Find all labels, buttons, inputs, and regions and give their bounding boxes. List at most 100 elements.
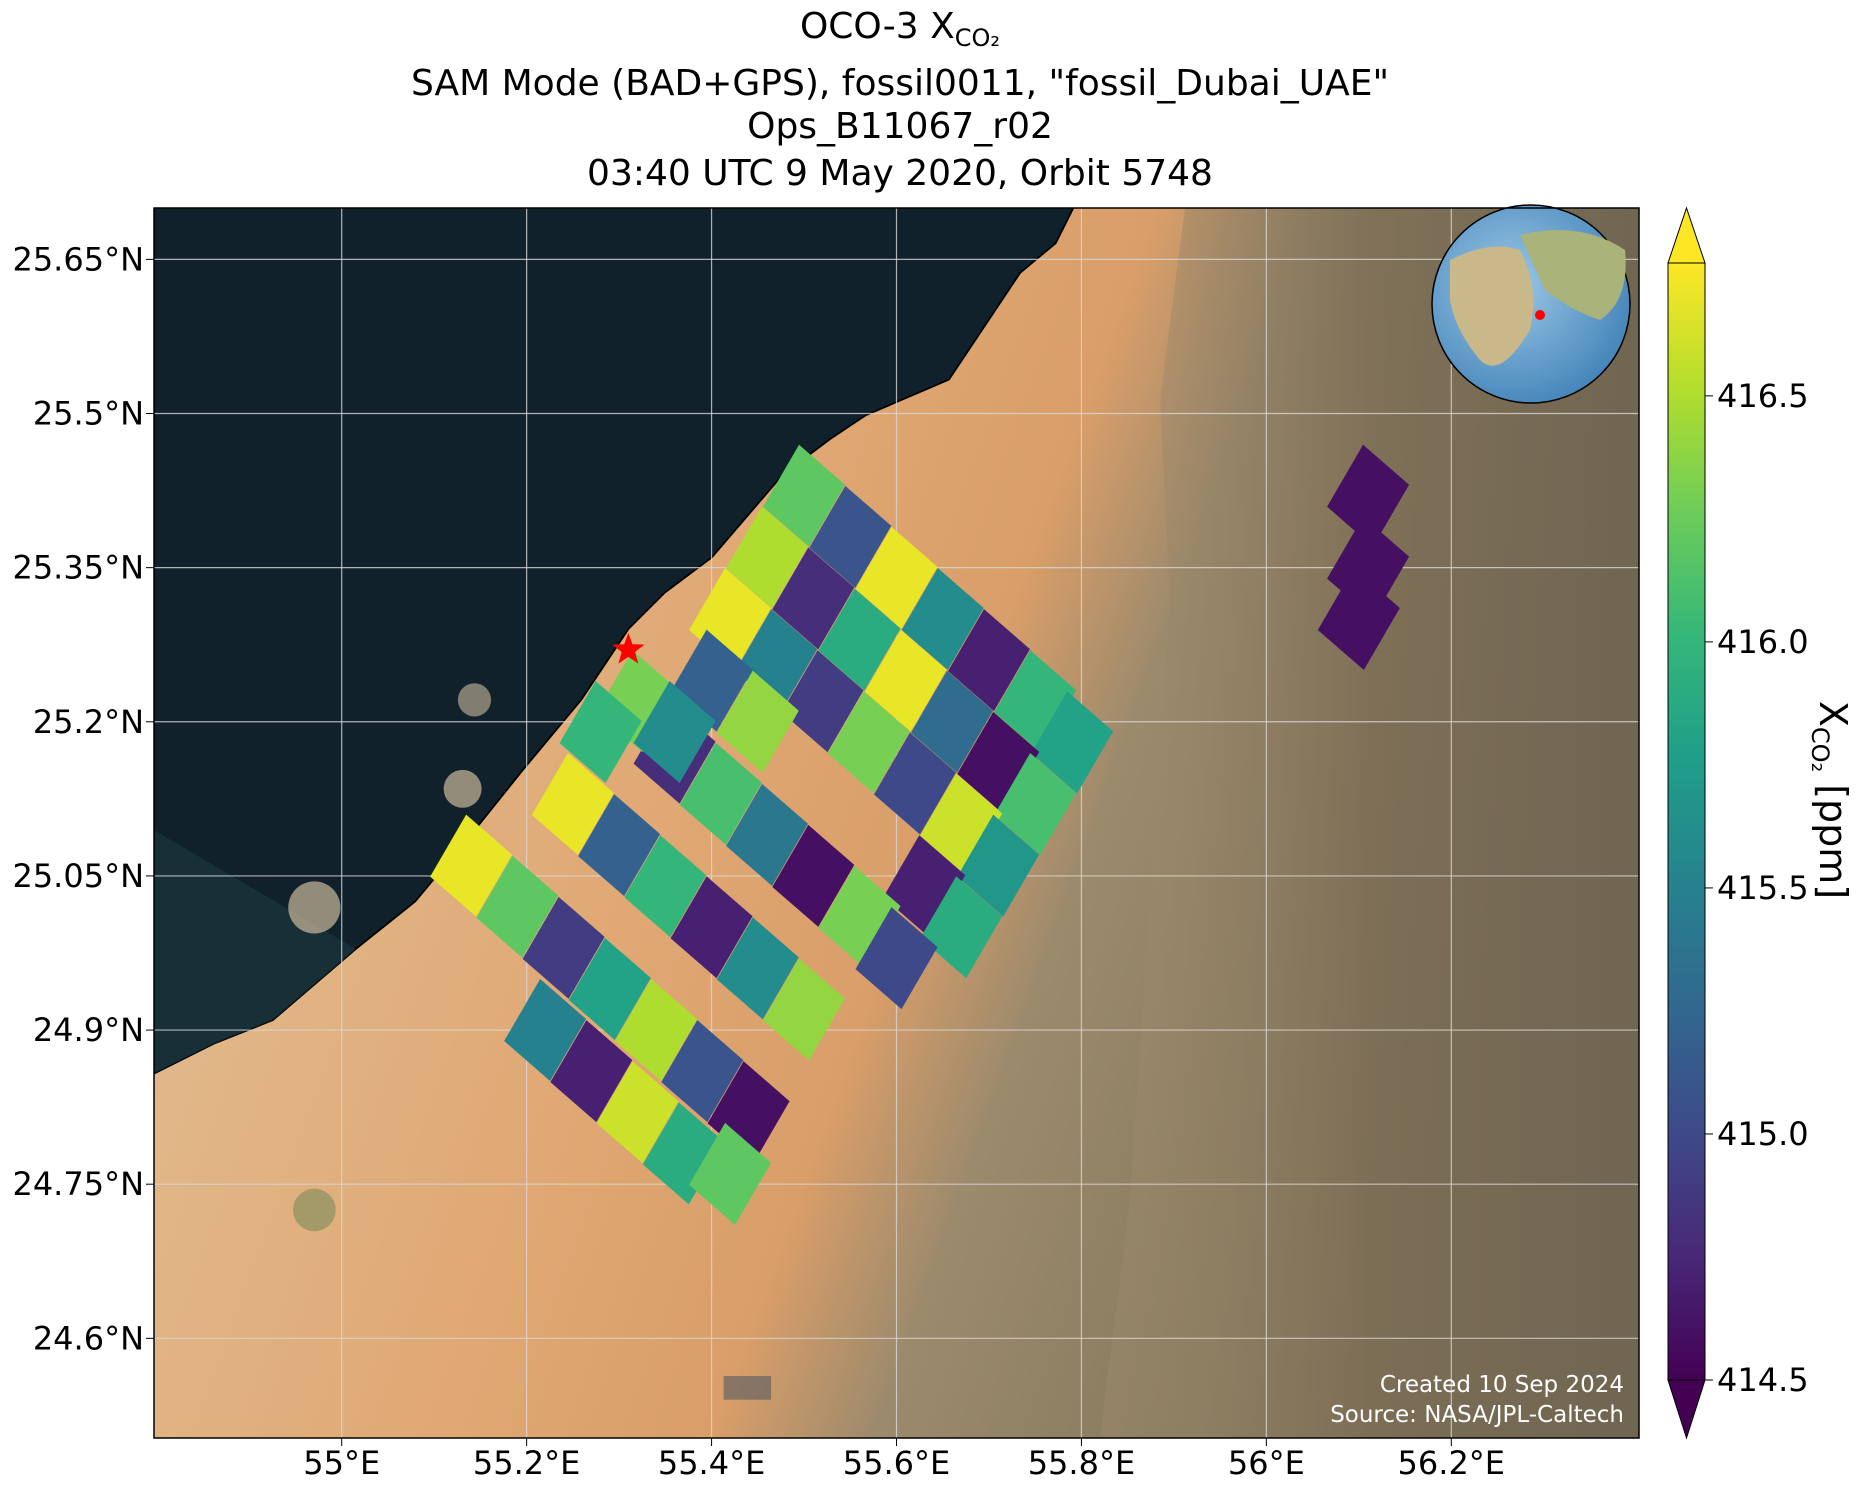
footprint (994, 752, 1077, 855)
x-tick-label: 55°E (303, 1444, 380, 1482)
y-tick-label: 25.35°N (12, 549, 144, 587)
solar-park (723, 1375, 772, 1400)
footprint (633, 681, 716, 784)
sea (154, 208, 1075, 1075)
title-line: SAM Mode (BAD+GPS), fossil0011, "fossil_… (411, 63, 1389, 104)
x-tick-label: 55.8°E (1028, 1444, 1135, 1482)
footprint (873, 732, 956, 835)
title-line: OCO-3 XCO₂ (800, 6, 1000, 52)
title-line: 03:40 UTC 9 May 2020, Orbit 5748 (587, 153, 1213, 194)
footprint (947, 609, 1030, 712)
footprint (568, 937, 651, 1040)
footprint (957, 711, 1040, 814)
footprint (883, 835, 966, 938)
footprint (726, 783, 809, 886)
footprint (578, 794, 661, 897)
palm-island (457, 683, 492, 717)
x-tick-label: 56°E (1228, 1444, 1305, 1482)
colorbar-tick-label: 415.5 (1717, 869, 1809, 907)
credit-source: Source: NASA/JPL-Caltech (1330, 1402, 1624, 1428)
footprint (818, 588, 901, 691)
footprint (726, 506, 809, 609)
colorbar-label-unit: [ppm] (1811, 784, 1855, 899)
x-tick-label: 56.2°E (1398, 1444, 1505, 1482)
colorbar-tick-label: 416.5 (1717, 377, 1809, 415)
credit-created: Created 10 Sep 2024 (1380, 1372, 1624, 1398)
footprint (430, 814, 513, 917)
y-tick-label: 25.65°N (12, 240, 144, 278)
colorbar-body (1667, 262, 1706, 1381)
footprint (504, 979, 587, 1082)
mountains (1100, 208, 1639, 1438)
footprint (670, 876, 753, 979)
titles: OCO-3 XCO₂ SAM Mode (BAD+GPS), fossil0011… (411, 6, 1389, 194)
footprint (763, 444, 846, 547)
y-tick-label: 25.5°N (33, 395, 144, 433)
footprint (679, 742, 762, 845)
footprint (522, 896, 605, 999)
colorbar-label: XCO₂[ppm] (1806, 701, 1855, 899)
footprint (476, 855, 559, 958)
shallow-water (154, 830, 356, 1074)
colorbar-extend-bottom (1667, 1379, 1706, 1440)
footprint (624, 835, 707, 938)
footprint (615, 979, 698, 1082)
footprint (550, 1020, 633, 1123)
asia (1520, 230, 1626, 320)
footprint (1031, 691, 1114, 794)
footprint (781, 650, 864, 753)
footprint (642, 1102, 725, 1205)
y-tick-label: 24.9°N (33, 1011, 144, 1049)
y-tick-label: 25.2°N (33, 703, 144, 741)
footprint (661, 1020, 744, 1123)
colorbar-tick-label: 415.0 (1717, 1115, 1809, 1153)
footprint (920, 876, 1003, 979)
plot-frame (153, 207, 1640, 1439)
footprint (772, 824, 855, 927)
footprint (827, 691, 910, 794)
footprint (957, 814, 1040, 917)
x-tick-label: 55.2°E (473, 1444, 580, 1482)
colorbar-label-subscript: CO₂ (1806, 727, 1834, 772)
title-subscript: CO₂ (955, 24, 1000, 52)
footprint (994, 650, 1077, 753)
y-tick-label: 24.75°N (12, 1165, 144, 1203)
title-line: Ops_B11067_r02 (747, 106, 1053, 147)
footprint (1327, 444, 1410, 547)
footprint (809, 485, 892, 588)
footprint (772, 547, 855, 650)
footprint (559, 681, 642, 784)
colorbar-tick-label: 414.5 (1717, 1361, 1809, 1399)
y-tick-label: 24.6°N (33, 1319, 144, 1357)
x-tick-label: 55.4°E (658, 1444, 765, 1482)
grid: 55°E 55.2°E 55.4°E 55.6°E 55.8°E 56°E 56.2°E 24… (12, 208, 1639, 1482)
footprint (716, 917, 799, 1020)
footprint (763, 958, 846, 1061)
footprint (855, 526, 938, 629)
palm-island (288, 881, 341, 934)
x-tick-label: 55.6°E (843, 1444, 950, 1482)
colorbar-tick-label: 416.0 (1717, 623, 1809, 661)
palm-island (443, 769, 482, 808)
y-tick-label: 25.05°N (12, 857, 144, 895)
footprint (901, 568, 984, 671)
footprint (864, 629, 947, 732)
soundings (430, 444, 1410, 1225)
farms (292, 1188, 336, 1232)
colorbar-extend-top (1667, 206, 1706, 264)
footprint (920, 773, 1003, 876)
target-star (612, 632, 645, 664)
footprint (689, 1122, 772, 1225)
footprint (596, 1061, 679, 1164)
footprint (855, 907, 938, 1010)
footprint (910, 670, 993, 773)
africa (1450, 246, 1534, 366)
globe-target (1535, 310, 1545, 320)
inset-globe (1431, 204, 1631, 404)
footprint (716, 670, 799, 773)
footprint (1317, 568, 1400, 671)
footprint (818, 866, 901, 969)
